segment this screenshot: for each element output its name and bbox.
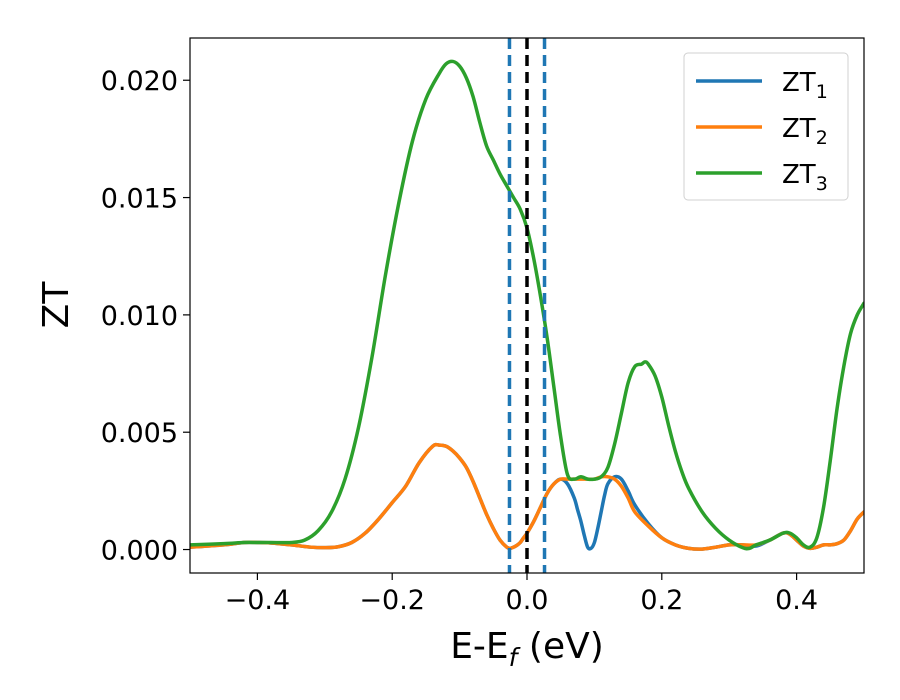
x-axis-label-suffix: (eV) (517, 626, 603, 667)
legend-label-main: ZT (782, 114, 816, 144)
legend-label-subscript: 3 (816, 173, 828, 195)
legend-label-main: ZT (782, 160, 816, 190)
x-axis: −0.4 −0.2 0.0 0.2 0.4 (225, 573, 818, 616)
y-tick-label: 0.010 (101, 301, 178, 332)
x-axis-label: E-Ef (eV) (450, 626, 604, 672)
y-axis-label: ZT (36, 281, 77, 329)
x-axis-label-main: E-E (450, 626, 508, 667)
legend-label-main: ZT (782, 68, 816, 98)
legend-label-2: ZT2 (782, 114, 828, 149)
x-tick-label: 0.0 (506, 585, 549, 616)
legend-label-subscript: 1 (816, 81, 828, 103)
y-tick-label: 0.020 (101, 66, 178, 97)
series-layer (190, 59, 864, 551)
legend-label-subscript: 2 (816, 127, 828, 149)
x-tick-label: 0.4 (775, 585, 818, 616)
y-axis: 0.000 0.005 0.010 0.015 0.020 (101, 66, 190, 567)
x-tick-label: −0.4 (225, 585, 291, 616)
legend-label-3: ZT3 (782, 160, 828, 195)
reference-lines (507, 38, 547, 573)
legend-box (683, 52, 849, 201)
legend-label-1: ZT1 (782, 68, 828, 103)
x-tick-label: −0.2 (359, 585, 425, 616)
y-tick-label: 0.005 (101, 418, 178, 449)
y-tick-label: 0.000 (101, 536, 178, 567)
series-line-3 (190, 59, 864, 551)
x-tick-label: 0.2 (640, 585, 683, 616)
y-tick-label: 0.015 (101, 184, 178, 215)
